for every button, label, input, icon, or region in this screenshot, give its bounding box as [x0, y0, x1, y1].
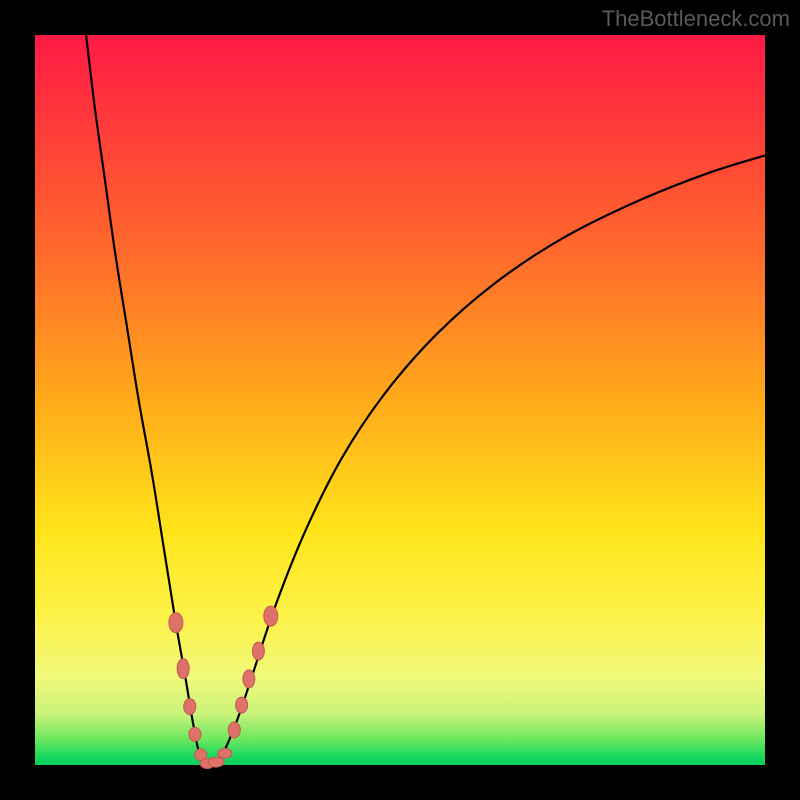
data-marker — [184, 699, 196, 715]
data-marker — [243, 670, 255, 688]
data-marker — [169, 613, 183, 633]
data-marker — [189, 727, 201, 741]
data-marker — [218, 748, 232, 758]
bottleneck-chart — [0, 0, 800, 800]
data-marker — [236, 697, 248, 713]
data-marker — [252, 642, 264, 660]
data-marker — [208, 757, 224, 767]
data-marker — [177, 659, 189, 679]
data-marker — [228, 722, 240, 738]
data-marker — [264, 606, 278, 626]
watermark-text: TheBottleneck.com — [602, 6, 790, 32]
chart-container: TheBottleneck.com — [0, 0, 800, 800]
